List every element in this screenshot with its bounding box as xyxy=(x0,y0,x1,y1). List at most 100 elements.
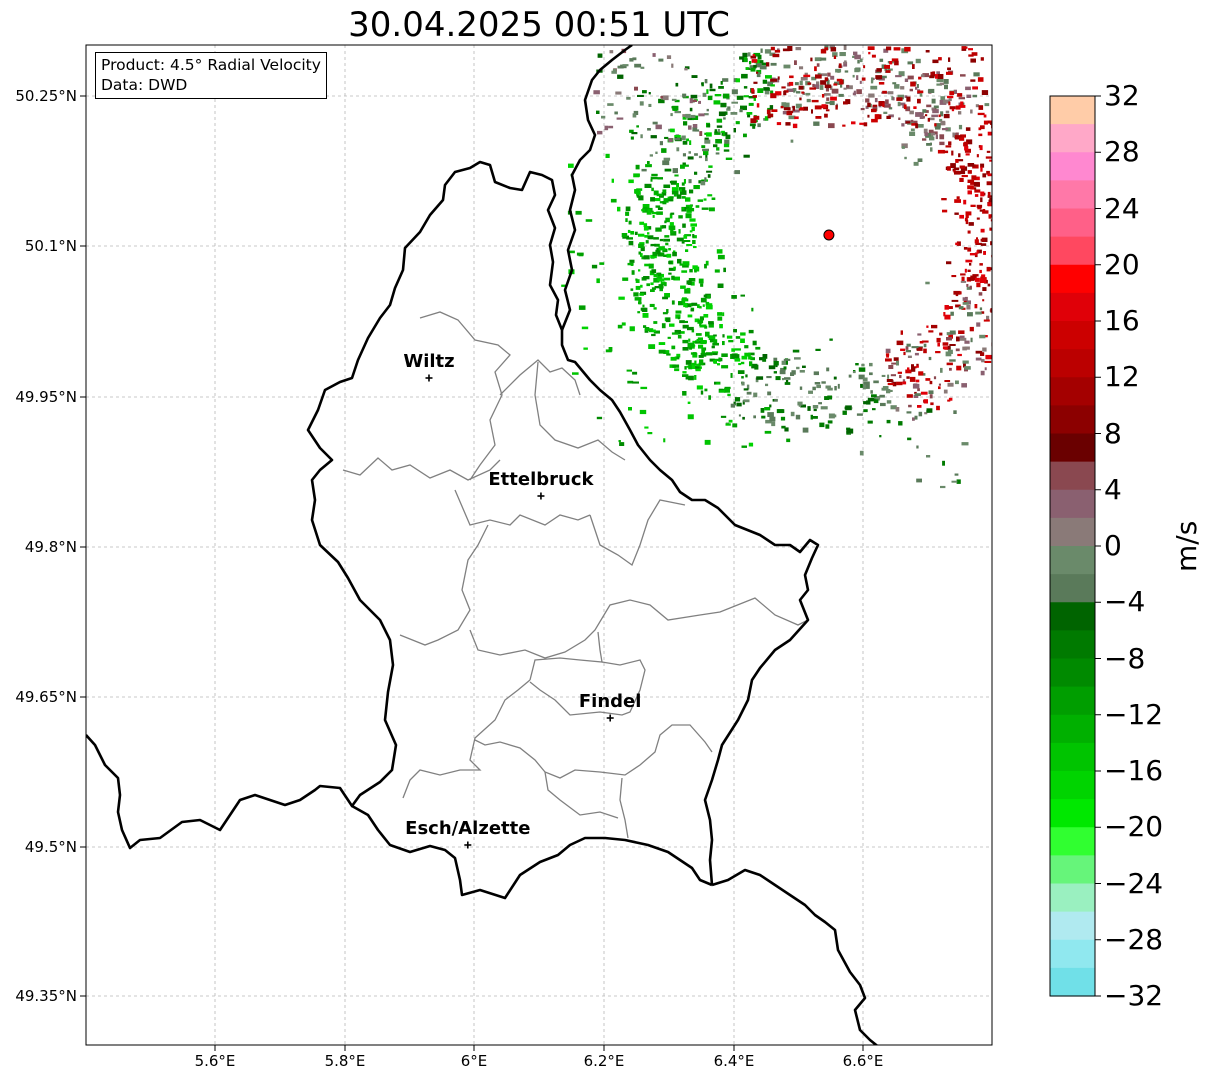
radar-echo xyxy=(921,340,929,343)
radar-echo xyxy=(858,374,865,380)
radar-echo xyxy=(878,101,885,106)
radar-echo xyxy=(713,339,718,344)
radar-echo xyxy=(989,198,992,201)
radar-echo xyxy=(766,376,772,379)
radar-echo xyxy=(909,376,916,382)
radar-echo xyxy=(698,355,704,358)
radar-echo xyxy=(731,101,738,104)
radar-echo xyxy=(721,353,728,357)
radar-echo xyxy=(737,370,745,374)
radar-echo xyxy=(865,105,869,109)
radar-echo xyxy=(974,189,981,193)
radar-echo xyxy=(719,390,725,393)
colorbar-segment xyxy=(1050,911,1095,941)
radar-echo xyxy=(865,383,868,387)
colorbar-segment xyxy=(1050,349,1095,378)
radar-echo xyxy=(911,366,916,372)
radar-echo xyxy=(663,254,670,257)
border-luxembourg-belgium xyxy=(86,160,820,886)
radar-echo xyxy=(689,140,692,145)
radar-echo xyxy=(867,46,875,50)
lon-label: 6.6°E xyxy=(842,1052,884,1070)
radar-echo xyxy=(691,302,698,306)
radar-echo xyxy=(687,326,694,331)
radar-echo xyxy=(679,188,682,192)
radar-echo xyxy=(799,370,805,373)
radar-echo xyxy=(698,362,704,366)
radar-echo xyxy=(722,93,730,99)
radar-echo xyxy=(886,419,891,424)
radar-echo xyxy=(826,367,830,372)
radar-echo xyxy=(966,286,972,290)
radar-echo xyxy=(650,178,653,182)
radar-echo xyxy=(750,65,753,68)
product-info-box: Product: 4.5° Radial Velocity Data: DWD xyxy=(95,52,327,99)
radar-echo xyxy=(863,381,870,385)
radar-echo xyxy=(619,442,625,446)
radar-echo xyxy=(863,409,868,413)
radar-echo xyxy=(955,105,961,110)
radar-echo xyxy=(986,315,990,320)
radar-echo xyxy=(650,254,657,259)
radar-echo xyxy=(626,237,633,240)
radar-echo xyxy=(741,445,747,448)
radar-echo xyxy=(901,146,905,149)
radar-echo xyxy=(646,211,652,215)
radar-echo xyxy=(963,247,968,250)
radar-echo xyxy=(900,348,906,351)
radar-echo xyxy=(926,143,932,146)
radar-echo xyxy=(711,197,716,200)
radar-echo xyxy=(644,327,650,332)
radar-echo xyxy=(680,331,685,334)
radar-echo xyxy=(926,455,931,458)
radar-echo xyxy=(783,366,787,370)
radar-echo xyxy=(596,278,600,284)
radar-echo xyxy=(771,421,776,427)
radar-echo xyxy=(925,110,929,113)
radar-echo xyxy=(875,397,881,400)
radar-echo xyxy=(979,278,987,283)
radar-echo xyxy=(629,259,635,263)
radar-echo xyxy=(904,78,909,82)
city-marker xyxy=(425,374,433,382)
radar-echo xyxy=(957,353,962,357)
radar-echo xyxy=(917,388,920,392)
radar-echo xyxy=(641,168,647,172)
radar-echo xyxy=(975,104,979,108)
radar-echo xyxy=(694,129,700,132)
radar-echo xyxy=(837,383,840,389)
radar-echo xyxy=(593,90,600,95)
radar-echo xyxy=(638,195,644,201)
radar-echo xyxy=(965,219,969,225)
radar-echo xyxy=(650,282,654,285)
canton-border xyxy=(589,499,686,567)
radar-echo xyxy=(634,231,638,235)
radar-echo xyxy=(980,166,983,172)
radar-echo xyxy=(636,188,643,191)
radar-echo xyxy=(983,251,986,255)
colorbar-segment xyxy=(1050,152,1095,181)
radar-echo xyxy=(968,48,973,51)
radar-echo xyxy=(898,71,905,77)
radar-echo xyxy=(653,278,660,283)
radar-echo xyxy=(651,269,657,274)
radar-echo xyxy=(652,251,658,257)
radar-echo xyxy=(716,382,720,385)
radar-echo xyxy=(964,340,970,344)
colorbar-segment xyxy=(1050,180,1095,210)
radar-echo xyxy=(662,225,667,229)
radar-echo xyxy=(622,64,629,67)
radar-echo xyxy=(896,97,903,101)
radar-echo xyxy=(917,158,923,162)
radar-echo xyxy=(913,120,918,125)
radar-echo xyxy=(694,360,697,366)
radar-echo xyxy=(857,60,860,64)
radar-echo xyxy=(726,108,731,111)
radar-echo xyxy=(863,122,868,127)
radar-echo xyxy=(943,389,948,394)
radar-echo xyxy=(893,357,899,361)
radar-echo xyxy=(975,350,983,354)
radar-echo xyxy=(887,91,894,95)
radar-echo xyxy=(668,272,672,275)
radar-echo xyxy=(906,343,911,347)
